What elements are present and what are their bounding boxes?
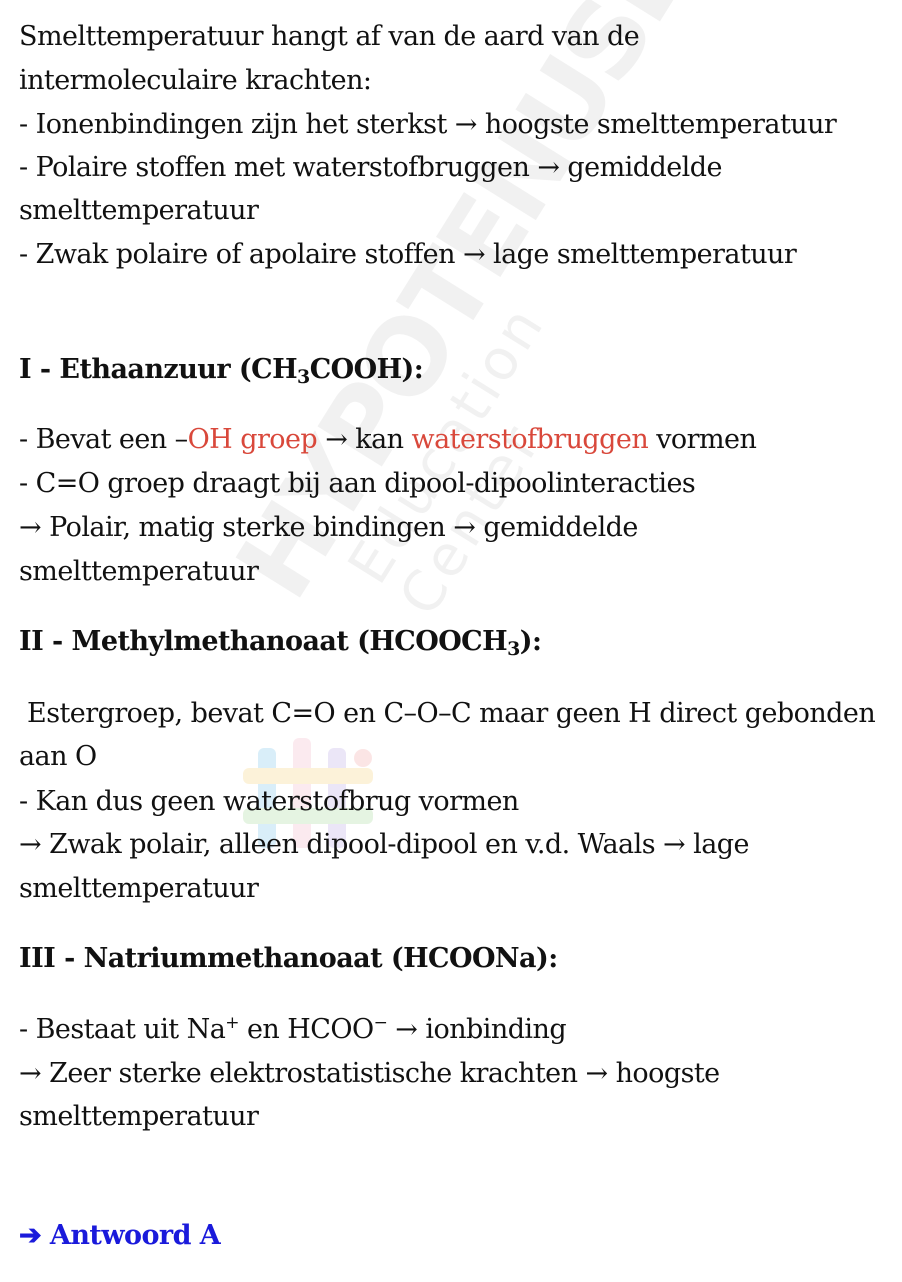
- section-line: → Zwak polair, alleen dipool-dipool en v…: [19, 829, 749, 860]
- section-line: - Kan dus geen waterstofbrug vormen: [19, 786, 519, 817]
- section-line: Estergroep, bevat C=O en C–O–C maar geen…: [19, 698, 876, 729]
- section-line: smelttemperatuur: [19, 873, 259, 904]
- intro-line: - Zwak polaire of apolaire stoffen → lag…: [19, 239, 797, 270]
- intro-line: Smelttemperatuur hangt af van de aard va…: [19, 21, 640, 52]
- intro-line: smelttemperatuur: [19, 195, 259, 226]
- section-line: smelttemperatuur: [19, 556, 259, 587]
- section-line: smelttemperatuur: [19, 1101, 259, 1132]
- highlight-text: OH groep: [187, 424, 318, 455]
- section-line: - Bevat een –OH groep → kan waterstofbru…: [19, 424, 757, 455]
- intro-line: - Ionenbindingen zijn het sterkst → hoog…: [19, 109, 837, 140]
- section-heading-methylmethanoaat: II - Methylmethanoaat (HCOOCH3):: [19, 626, 542, 660]
- intro-line: - Polaire stoffen met waterstofbruggen →…: [19, 152, 722, 183]
- highlight-text: waterstofbruggen: [411, 424, 649, 455]
- intro-line: intermoleculaire krachten:: [19, 65, 372, 96]
- section-line: → Zeer sterke elektrostatistische kracht…: [19, 1058, 720, 1089]
- answer-label: ➔ Antwoord A: [19, 1220, 221, 1251]
- section-heading-ethaanzuur: I - Ethaanzuur (CH3COOH):: [19, 354, 424, 388]
- section-line: → Polair, matig sterke bindingen → gemid…: [19, 512, 638, 543]
- section-line: - C=O groep draagt bij aan dipool-dipool…: [19, 468, 696, 499]
- section-line: aan O: [19, 741, 97, 772]
- section-line: - Bestaat uit Na+ en HCOO− → ionbinding: [19, 1013, 567, 1045]
- section-heading-natriummethanoaat: III - Natriummethanoaat (HCOONa):: [19, 943, 558, 974]
- watermark-logo: [243, 738, 373, 848]
